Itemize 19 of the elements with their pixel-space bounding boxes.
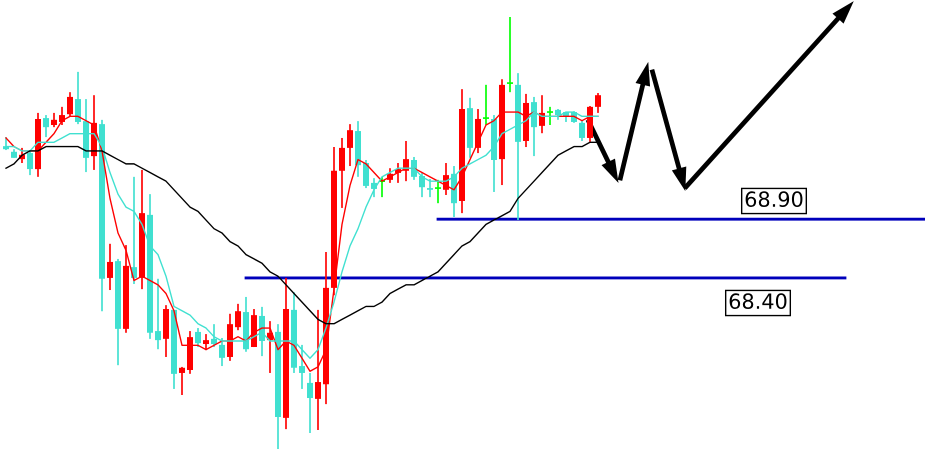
candlestick [43, 114, 49, 138]
candlestick [211, 323, 217, 348]
candlestick [75, 71, 81, 125]
candlestick [195, 327, 201, 348]
candlestick [27, 149, 33, 176]
candlestick [347, 123, 353, 167]
candlestick [595, 92, 601, 114]
candlestick [203, 333, 209, 351]
candlestick [339, 137, 345, 209]
text: 68.40 [730, 293, 786, 310]
candlestick [107, 242, 113, 291]
candlestick [579, 118, 585, 142]
candlestick [179, 366, 185, 396]
text: 68.90 [746, 191, 802, 208]
candlestick [307, 372, 313, 434]
candlestick [363, 159, 369, 189]
candlestick [155, 278, 161, 350]
candlestick [235, 303, 241, 332]
candlestick [427, 178, 433, 198]
